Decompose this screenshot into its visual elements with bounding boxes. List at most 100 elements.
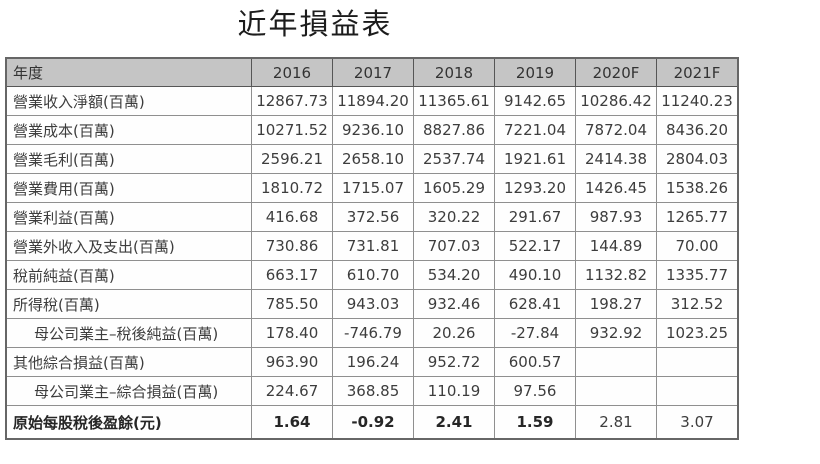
row-label-cell: 原始每股稅後盈餘(元) — [5, 405, 252, 440]
row-label-cell: 稅前純益(百萬) — [5, 260, 252, 290]
row-label-cell: 營業費用(百萬) — [5, 173, 252, 203]
header-label-cell: 年度 — [5, 57, 252, 87]
value-cell: 943.03 — [332, 289, 414, 319]
value-cell: 952.72 — [413, 347, 495, 377]
value-cell: 11365.61 — [413, 86, 495, 116]
table-row: 營業成本(百萬) 10271.52 9236.10 8827.86 7221.04 787… — [5, 115, 739, 145]
value-cell: 10286.42 — [575, 86, 657, 116]
table-row: 母公司業主–稅後純益(百萬) 178.40 -746.79 20.26 -27.84 93… — [5, 318, 739, 348]
value-cell: 2804.03 — [656, 144, 739, 174]
value-cell: 522.17 — [494, 231, 576, 261]
value-cell: 785.50 — [251, 289, 333, 319]
value-cell: 1715.07 — [332, 173, 414, 203]
value-cell: 372.56 — [332, 202, 414, 232]
value-cell: 663.17 — [251, 260, 333, 290]
value-cell: 291.67 — [494, 202, 576, 232]
value-cell: 10271.52 — [251, 115, 333, 145]
row-label-cell: 營業成本(百萬) — [5, 115, 252, 145]
value-cell: 320.22 — [413, 202, 495, 232]
table-row: 營業利益(百萬) 416.68 372.56 320.22 291.67 987.93 12… — [5, 202, 739, 232]
value-cell: 8436.20 — [656, 115, 739, 145]
value-cell: 628.41 — [494, 289, 576, 319]
table-row: 其他綜合損益(百萬) 963.90 196.24 952.72 600.57 — [5, 347, 739, 377]
value-cell: 1605.29 — [413, 173, 495, 203]
year-header-cell: 2018 — [413, 57, 495, 87]
value-cell: 1.59 — [494, 405, 576, 440]
value-cell: 312.52 — [656, 289, 739, 319]
value-cell: 490.10 — [494, 260, 576, 290]
value-cell: 20.26 — [413, 318, 495, 348]
table-row: 營業費用(百萬) 1810.72 1715.07 1605.29 1293.20 1426… — [5, 173, 739, 203]
value-cell: 9236.10 — [332, 115, 414, 145]
table-row: 稅前純益(百萬) 663.17 610.70 534.20 490.10 1132.82 1… — [5, 260, 739, 290]
value-cell: 534.20 — [413, 260, 495, 290]
value-cell: 932.46 — [413, 289, 495, 319]
row-label-cell: 營業利益(百萬) — [5, 202, 252, 232]
year-header-cell: 2017 — [332, 57, 414, 87]
value-cell: 8827.86 — [413, 115, 495, 145]
table-row: 原始每股稅後盈餘(元) 1.64 -0.92 2.41 1.59 2.81 3.07 — [5, 405, 739, 440]
value-cell: 12867.73 — [251, 86, 333, 116]
income-statement-table: 年度 2016 2017 2018 2019 2020F 2021F 營業收入淨額(百萬) 1… — [5, 57, 739, 440]
value-cell: 11894.20 — [332, 86, 414, 116]
value-cell: 368.85 — [332, 376, 414, 406]
row-label-cell: 母公司業主–綜合損益(百萬) — [5, 376, 252, 406]
value-cell: 198.27 — [575, 289, 657, 319]
year-header-cell: 2019 — [494, 57, 576, 87]
value-cell: 224.67 — [251, 376, 333, 406]
table-row: 所得稅(百萬) 785.50 943.03 932.46 628.41 198.27 312… — [5, 289, 739, 319]
value-cell: 1335.77 — [656, 260, 739, 290]
row-label-cell: 營業毛利(百萬) — [5, 144, 252, 174]
value-cell: 11240.23 — [656, 86, 739, 116]
header-row: 年度 2016 2017 2018 2019 2020F 2021F — [5, 57, 739, 87]
year-header-cell: 2016 — [251, 57, 333, 87]
row-label-cell: 所得稅(百萬) — [5, 289, 252, 319]
value-cell: 1132.82 — [575, 260, 657, 290]
value-cell: 7872.04 — [575, 115, 657, 145]
value-cell: 731.81 — [332, 231, 414, 261]
value-cell: 987.93 — [575, 202, 657, 232]
page-title: 近年損益表 — [237, 7, 393, 41]
value-cell: 97.56 — [494, 376, 576, 406]
value-cell: 416.68 — [251, 202, 333, 232]
value-cell: 1023.25 — [656, 318, 739, 348]
row-label-cell: 營業收入淨額(百萬) — [5, 86, 252, 116]
value-cell: 932.92 — [575, 318, 657, 348]
value-cell: -746.79 — [332, 318, 414, 348]
table-head: 年度 2016 2017 2018 2019 2020F 2021F — [5, 57, 739, 87]
value-cell — [575, 347, 657, 377]
value-cell: 1426.45 — [575, 173, 657, 203]
value-cell: 730.86 — [251, 231, 333, 261]
value-cell: 1538.26 — [656, 173, 739, 203]
value-cell: 610.70 — [332, 260, 414, 290]
year-header-cell: 2020F — [575, 57, 657, 87]
value-cell: 2596.21 — [251, 144, 333, 174]
value-cell: 600.57 — [494, 347, 576, 377]
row-label-cell: 其他綜合損益(百萬) — [5, 347, 252, 377]
table-row: 營業毛利(百萬) 2596.21 2658.10 2537.74 1921.61 2414… — [5, 144, 739, 174]
value-cell: 178.40 — [251, 318, 333, 348]
value-cell — [575, 376, 657, 406]
value-cell: 70.00 — [656, 231, 739, 261]
value-cell: 963.90 — [251, 347, 333, 377]
value-cell: -27.84 — [494, 318, 576, 348]
value-cell: 1265.77 — [656, 202, 739, 232]
value-cell: 2537.74 — [413, 144, 495, 174]
value-cell: 7221.04 — [494, 115, 576, 145]
value-cell: 1.64 — [251, 405, 333, 440]
value-cell: 3.07 — [656, 405, 739, 440]
row-label-cell: 母公司業主–稅後純益(百萬) — [5, 318, 252, 348]
value-cell: 2658.10 — [332, 144, 414, 174]
value-cell: 9142.65 — [494, 86, 576, 116]
value-cell: 2.81 — [575, 405, 657, 440]
table-body: 營業收入淨額(百萬) 12867.73 11894.20 11365.61 9142.6… — [5, 86, 739, 440]
value-cell: 144.89 — [575, 231, 657, 261]
value-cell — [656, 347, 739, 377]
value-cell: -0.92 — [332, 405, 414, 440]
table-row: 營業收入淨額(百萬) 12867.73 11894.20 11365.61 9142.6… — [5, 86, 739, 116]
value-cell: 1921.61 — [494, 144, 576, 174]
value-cell: 1810.72 — [251, 173, 333, 203]
row-label-cell: 營業外收入及支出(百萬) — [5, 231, 252, 261]
value-cell: 196.24 — [332, 347, 414, 377]
value-cell: 2414.38 — [575, 144, 657, 174]
